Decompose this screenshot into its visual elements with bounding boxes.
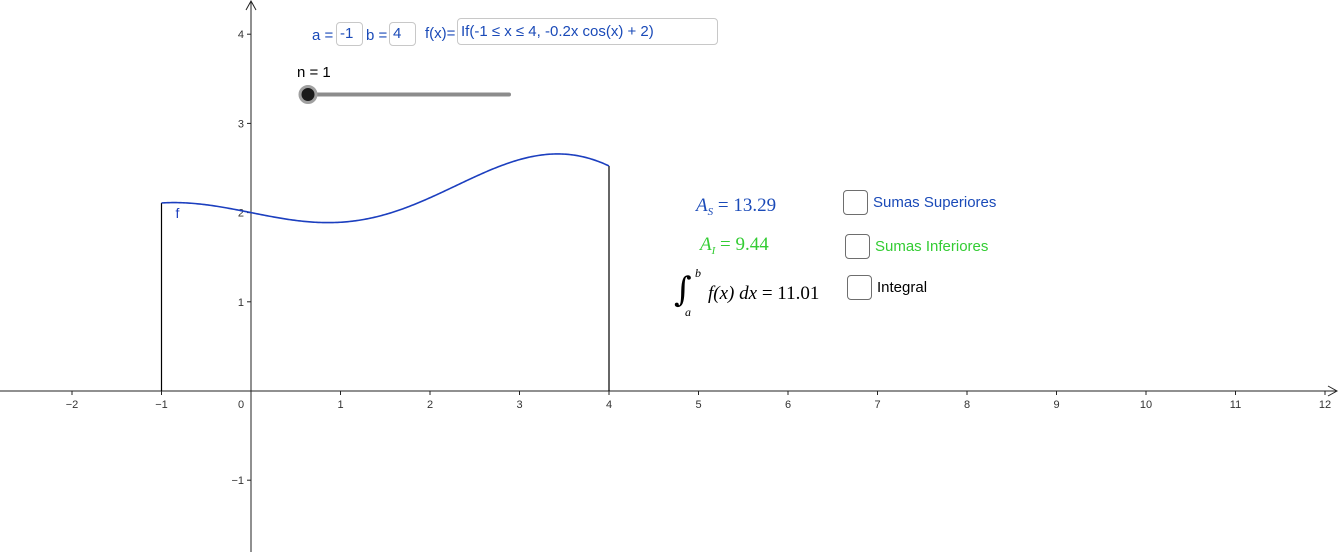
x-tick-label: −2 xyxy=(66,399,79,411)
upper-sum-value: = 13.29 xyxy=(717,195,777,216)
a-input[interactable]: -1 xyxy=(336,22,363,46)
b-input[interactable]: 4 xyxy=(389,22,416,46)
lower-sum-value: = 9.44 xyxy=(720,234,769,255)
x-tick-label: 9 xyxy=(1053,399,1059,411)
integral-value: = 11.01 xyxy=(761,283,820,304)
lower-sum-checkbox[interactable] xyxy=(845,234,870,259)
integral-checkbox-label[interactable]: Integral xyxy=(877,279,928,296)
integral-text: f(x) dx = 11.01 xyxy=(708,283,819,305)
function-input-label: f(x)= xyxy=(425,25,456,42)
integral-sign: ∫ xyxy=(674,270,692,310)
curve-label: f xyxy=(176,205,180,221)
x-tick-label: 1 xyxy=(337,399,343,411)
x-tick-label: 4 xyxy=(606,399,612,411)
b-input-label: b = xyxy=(366,27,388,44)
function-curve[interactable] xyxy=(161,153,610,224)
upper-sum-symbol: A xyxy=(696,195,708,216)
y-tick-label: 4 xyxy=(238,29,244,41)
a-input-label: a = xyxy=(312,27,334,44)
x-tick-label: 5 xyxy=(695,399,701,411)
upper-sum-checkbox-label[interactable]: Sumas Superiores xyxy=(873,194,997,211)
x-tick-label: 8 xyxy=(964,399,970,411)
lower-sum-symbol: A xyxy=(700,234,712,255)
y-tick-label: 2 xyxy=(238,208,244,220)
lower-sum-subscript: I xyxy=(711,245,716,257)
lower-sum-text: AI = 9.44 xyxy=(700,234,769,257)
y-tick-label: −1 xyxy=(231,475,244,487)
x-tick-label: 6 xyxy=(785,399,791,411)
x-tick-label: 12 xyxy=(1319,399,1331,411)
function-input[interactable]: If(-1 ≤ x ≤ 4, -0.2x cos(x) + 2) xyxy=(457,18,718,45)
x-tick-label: −1 xyxy=(155,399,168,411)
x-tick-label: 0 xyxy=(238,399,244,411)
lower-sum-checkbox-label[interactable]: Sumas Inferiores xyxy=(875,238,989,255)
x-tick-label: 3 xyxy=(516,399,522,411)
integral-body: f(x) dx xyxy=(708,283,758,304)
x-tick-label: 2 xyxy=(427,399,433,411)
x-tick-label: 10 xyxy=(1140,399,1152,411)
y-axis-arrow xyxy=(245,0,257,11)
upper-sum-text: AS = 13.29 xyxy=(696,195,776,218)
y-tick-label: 3 xyxy=(238,118,244,130)
x-axis-arrow xyxy=(1327,385,1339,397)
slider-handle[interactable] xyxy=(298,85,318,104)
x-tick-label: 7 xyxy=(874,399,880,411)
upper-sum-subscript: S xyxy=(707,206,714,218)
x-tick-label: 11 xyxy=(1230,399,1241,411)
integral-checkbox[interactable] xyxy=(847,275,872,300)
n-slider[interactable] xyxy=(295,82,520,108)
upper-sum-checkbox[interactable] xyxy=(843,190,868,215)
function-layer: f xyxy=(160,153,610,391)
integral-upper-limit: b xyxy=(695,266,701,280)
slider-label: n = 1 xyxy=(297,64,331,81)
y-tick-label: 1 xyxy=(238,297,244,309)
integral-lower-limit: a xyxy=(685,305,691,319)
